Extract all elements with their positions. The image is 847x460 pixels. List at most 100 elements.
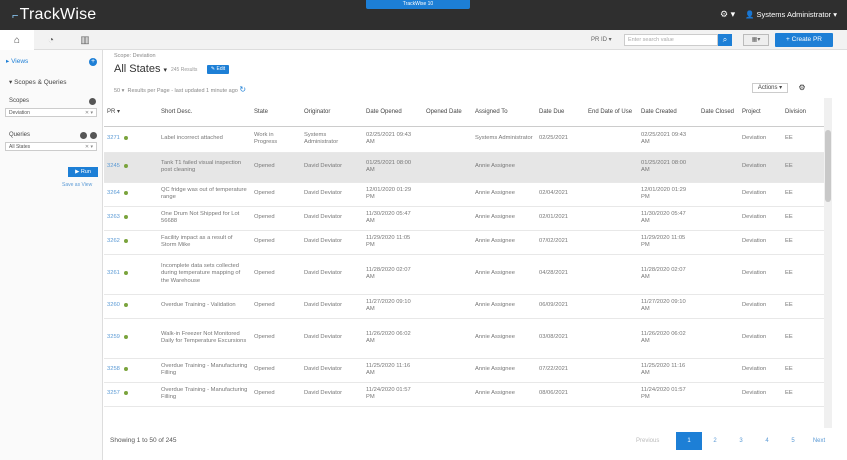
col-header-division[interactable]: Division (782, 98, 824, 127)
cell-odate (423, 182, 472, 207)
pagination-page-4[interactable]: 4 (765, 438, 769, 444)
cell-opened: 11/25/2020 11:16 AM (363, 358, 423, 383)
col-header-short-desc[interactable]: Short Desc. (158, 98, 251, 127)
cell-orig: David Deviator (301, 182, 363, 207)
refresh-icon[interactable]: ↻ (239, 85, 247, 94)
cell-created: 11/26/2020 06:02 AM (638, 318, 698, 359)
cell-desc: Overdue Training - Manufacturing Filling (158, 358, 251, 383)
col-header-opened-date[interactable]: Opened Date (423, 98, 472, 127)
scopes-settings-icon[interactable] (89, 98, 96, 105)
title-chevron-down-icon: ▾ (163, 67, 168, 74)
run-button[interactable]: ▶ Run (68, 167, 98, 177)
user-icon: 👤 (745, 10, 757, 19)
pr-link[interactable]: 3261 (107, 270, 120, 277)
cell-project: Deviation (739, 358, 782, 383)
pagination-page-2[interactable]: 2 (713, 438, 717, 444)
col-header-assigned-to[interactable]: Assigned To (472, 98, 536, 127)
pr-link[interactable]: 3258 (107, 366, 120, 373)
views-toggle[interactable]: ▸ Views (6, 58, 29, 65)
table-row[interactable]: 3262 Facility impact as a result of Storm… (104, 230, 824, 255)
status-dot-icon (123, 190, 128, 195)
col-header-pr[interactable]: PR ▾ (104, 98, 158, 127)
pagination-page-3[interactable]: 3 (739, 438, 743, 444)
col-header-project[interactable]: Project (739, 98, 782, 127)
table-row[interactable]: 3257 Overdue Training - Manufacturing Fil… (104, 382, 824, 407)
create-pr-button[interactable]: + Create PR (775, 33, 833, 47)
save-as-view-link[interactable]: Save as View (62, 182, 93, 188)
pr-link[interactable]: 3257 (107, 390, 120, 397)
col-header-date-opened[interactable]: Date Opened (363, 98, 423, 127)
cell-assigned: Systems Administrator (472, 126, 536, 153)
table-settings-gear-icon[interactable]: ⚙ (798, 83, 806, 92)
add-view-plus-icon[interactable]: + (89, 58, 97, 66)
table-row[interactable]: 3245 Tank T1 failed visual inspection pos… (104, 152, 824, 183)
search-input[interactable]: Enter search value (624, 34, 718, 46)
col-header-date-closed[interactable]: Date Closed (698, 98, 739, 127)
queries-select[interactable]: All States ✕ ▾ (5, 142, 97, 151)
table-row[interactable]: 3263 One Drum Not Shipped for Lot 56688 Op… (104, 206, 824, 231)
cell-opened: 11/27/2020 09:10 AM (363, 294, 423, 319)
pr-link[interactable]: 3245 (107, 163, 120, 170)
col-header-originator[interactable]: Originator (301, 98, 363, 127)
cell-pr: 3271 (104, 126, 158, 153)
cell-due (536, 152, 585, 183)
scopes-label: Scopes (9, 98, 30, 104)
status-dot-icon (123, 334, 128, 339)
settings-gear-icon[interactable]: ⚙ ▾ (720, 9, 736, 19)
dashboard-icon[interactable]: ◔ (47, 34, 55, 46)
col-header-date-due[interactable]: Date Due (536, 98, 585, 127)
table-header-row: PR ▾ Short Desc. State Originator Date O… (104, 98, 824, 127)
pagination-page-1[interactable]: 1 (676, 432, 702, 450)
pr-link[interactable]: 3264 (107, 190, 120, 197)
edit-query-button[interactable]: ✎ Edit (207, 65, 229, 74)
cell-due: 07/22/2021 (536, 358, 585, 383)
scopes-select[interactable]: Deviation ✕ ▾ (5, 108, 97, 117)
status-dot-icon (123, 270, 128, 275)
reports-chart-icon[interactable]: ▥ (80, 34, 90, 46)
table-row[interactable]: 3259 Walk-in Freezer Not Monitored Daily … (104, 318, 824, 359)
table-row[interactable]: 3271 Label incorrect attached Work in Prog… (104, 126, 824, 153)
pagination-previous[interactable]: Previous (636, 438, 660, 444)
cell-desc: Walk-in Freezer Not Monitored Daily for … (158, 318, 251, 359)
per-page-select[interactable]: 50 ▾ (114, 88, 125, 94)
scopes-queries-toggle[interactable]: ▾ Scopes & Queries (9, 79, 67, 86)
queries-settings-icon[interactable] (90, 132, 97, 139)
pr-link[interactable]: 3259 (107, 334, 120, 341)
table-row[interactable]: 3260 Overdue Training - Validation Opened D… (104, 294, 824, 319)
search-button[interactable]: ⌕ (718, 34, 732, 46)
scrollbar-thumb[interactable] (825, 130, 831, 202)
page-title[interactable]: All States ▾ (114, 63, 168, 75)
table-scrollbar[interactable] (824, 98, 832, 428)
cell-state: Opened (251, 358, 301, 383)
col-header-date-created[interactable]: Date Created (638, 98, 698, 127)
pagination-page-5[interactable]: 5 (791, 438, 795, 444)
view-options-button[interactable]: ▦▾ (743, 34, 769, 46)
cell-due: 06/09/2021 (536, 294, 585, 319)
status-dot-icon (123, 135, 128, 140)
queries-add-icon[interactable] (80, 132, 87, 139)
table-row[interactable]: 3261 Incomplete data sets collected durin… (104, 254, 824, 295)
pr-link[interactable]: 3260 (107, 302, 120, 309)
cell-orig: Systems Administrator (301, 126, 363, 153)
pr-link[interactable]: 3263 (107, 214, 120, 221)
pr-link[interactable]: 3262 (107, 238, 120, 245)
cell-due: 02/01/2021 (536, 206, 585, 231)
trackwise-logo[interactable]: ⌐TrackWise (12, 6, 97, 23)
cell-due: 02/04/2021 (536, 182, 585, 207)
pagination-next[interactable]: Next (812, 438, 826, 444)
col-header-end-date-of-use[interactable]: End Date of Use (585, 98, 638, 127)
table-row[interactable]: 3264 QC fridge was out of temperature ran… (104, 182, 824, 207)
table-row[interactable]: 3258 Overdue Training - Manufacturing Fil… (104, 358, 824, 383)
cell-enduse (585, 294, 638, 319)
cell-closed (698, 182, 739, 207)
home-icon[interactable]: ⌂ (0, 30, 34, 50)
results-per-page: 50 ▾ Results per Page - last updated 1 m… (114, 85, 247, 94)
cell-closed (698, 206, 739, 231)
cell-project: Deviation (739, 230, 782, 255)
col-header-state[interactable]: State (251, 98, 301, 127)
pr-link[interactable]: 3271 (107, 135, 120, 142)
pr-id-dropdown[interactable]: PR ID ▾ (591, 37, 612, 43)
actions-dropdown[interactable]: Actions ▾ (752, 83, 788, 93)
cell-created: 11/30/2020 05:47 AM (638, 206, 698, 231)
user-menu[interactable]: 👤 Systems Administrator ▾ (745, 10, 837, 19)
